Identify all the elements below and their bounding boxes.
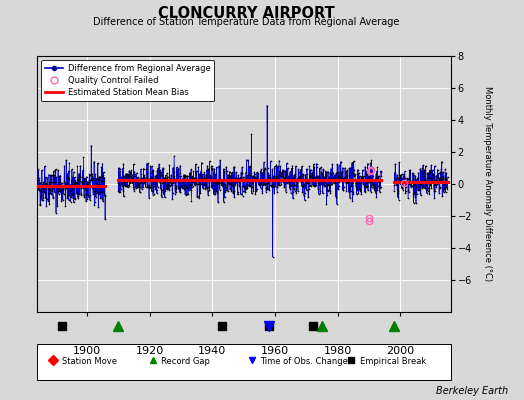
- Text: 2000: 2000: [386, 346, 414, 356]
- Text: Time of Obs. Change: Time of Obs. Change: [260, 358, 348, 366]
- Text: Difference of Station Temperature Data from Regional Average: Difference of Station Temperature Data f…: [93, 17, 399, 27]
- Text: Berkeley Earth: Berkeley Earth: [436, 386, 508, 396]
- Text: Empirical Break: Empirical Break: [359, 358, 426, 366]
- Y-axis label: Monthly Temperature Anomaly Difference (°C): Monthly Temperature Anomaly Difference (…: [483, 86, 492, 282]
- Text: 1980: 1980: [324, 346, 352, 356]
- Text: 1900: 1900: [73, 346, 101, 356]
- Text: Record Gap: Record Gap: [161, 358, 210, 366]
- Text: CLONCURRY AIRPORT: CLONCURRY AIRPORT: [158, 6, 335, 21]
- Text: Station Move: Station Move: [61, 358, 116, 366]
- Text: 1960: 1960: [261, 346, 289, 356]
- Text: 1940: 1940: [198, 346, 226, 356]
- FancyBboxPatch shape: [37, 344, 451, 380]
- Text: 1920: 1920: [135, 346, 163, 356]
- Legend: Difference from Regional Average, Quality Control Failed, Estimated Station Mean: Difference from Regional Average, Qualit…: [41, 60, 214, 101]
